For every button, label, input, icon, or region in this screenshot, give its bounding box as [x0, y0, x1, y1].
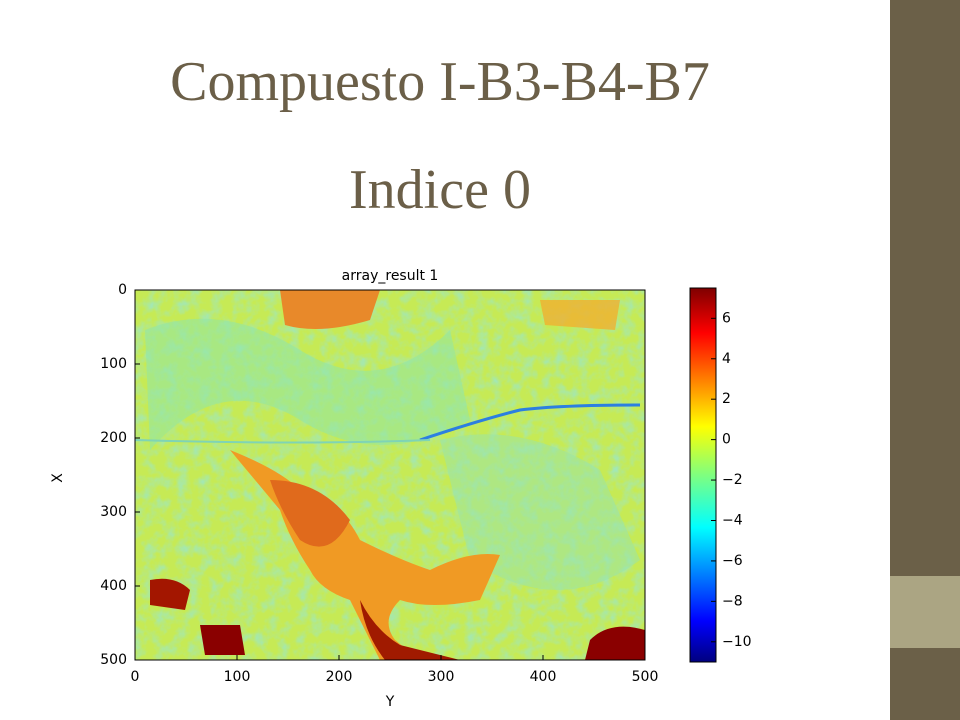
side-accent [890, 576, 960, 648]
slide-title-line: Compuesto I-B3-B4-B7 [170, 51, 710, 113]
y-tick-label: 400 [100, 578, 127, 594]
y-tick-label: 300 [100, 504, 127, 520]
slide-title-line: Indice 0 [349, 159, 531, 221]
colorbar-tick-label: 2 [722, 391, 731, 407]
heatmap-image [135, 290, 645, 660]
colorbar-tick-label: −10 [722, 634, 752, 650]
colorbar-tick-label: 6 [722, 310, 731, 326]
colorbar [689, 287, 717, 663]
x-tick-label: 400 [530, 669, 557, 685]
colorbar-tick-label: −8 [722, 593, 743, 609]
colorbar-tick-label: −6 [722, 553, 743, 569]
y-tick-label: 100 [100, 356, 127, 372]
x-tick-label: 200 [326, 669, 353, 685]
x-tick-label: 300 [428, 669, 455, 685]
x-tick-label: 0 [131, 669, 140, 685]
x-axis-label: Y [385, 694, 395, 710]
plot-title: array_result 1 [342, 268, 439, 284]
colorbar-tick-label: −4 [722, 512, 743, 528]
colorbar-tick-label: 0 [722, 432, 731, 448]
y-tick-label: 500 [100, 652, 127, 668]
colorbar-tick-label: 4 [722, 351, 731, 367]
x-tick-label: 500 [632, 669, 659, 685]
x-tick-label: 100 [224, 669, 251, 685]
colorbar-tick-label: −2 [722, 472, 743, 488]
y-tick-label: 0 [118, 282, 127, 298]
y-tick-label: 200 [100, 430, 127, 446]
y-axis-label: X [50, 473, 66, 483]
plot-frame [134, 289, 646, 661]
